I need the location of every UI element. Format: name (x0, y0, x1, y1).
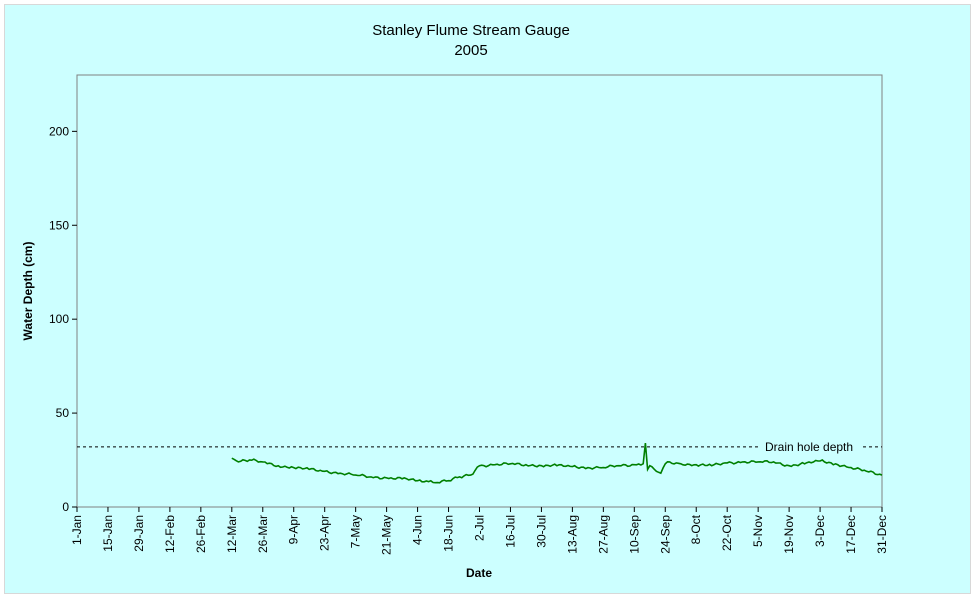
chart-title: Stanley Flume Stream Gauge (372, 22, 570, 39)
x-tick-label: 17-Dec (844, 515, 858, 554)
x-tick-label: 26-Mar (256, 515, 270, 553)
x-tick-label: 12-Mar (225, 515, 239, 553)
water-depth-series (231, 443, 883, 484)
x-tick-label: 16-Jul (503, 515, 517, 548)
y-tick-label: 50 (56, 406, 70, 420)
x-tick-label: 1-Jan (70, 515, 84, 545)
y-tick-label: 200 (49, 124, 69, 138)
x-axis: 1-Jan 15-Jan 29-Jan 12-Feb 26-Feb 12-Mar 26-Ma… (70, 507, 889, 555)
x-tick-label: 3-Dec (813, 515, 827, 547)
drain-hole-label: Drain hole depth (765, 440, 853, 454)
x-tick-label: 5-Nov (751, 515, 765, 547)
x-tick-label: 4-Jun (411, 515, 425, 545)
y-tick-label: 100 (49, 312, 69, 326)
x-tick-label: 30-Jul (534, 515, 548, 548)
x-tick-label: 23-Apr (318, 515, 332, 551)
chart-area: Stanley Flume Stream Gauge 2005 0 50 100 15… (4, 4, 971, 594)
x-tick-label: 9-Apr (287, 515, 301, 544)
x-tick-label: 22-Oct (720, 514, 734, 551)
x-tick-label: 21-May (380, 515, 394, 555)
x-tick-label: 13-Aug (565, 515, 579, 554)
chart-svg: Stanley Flume Stream Gauge 2005 0 50 100 15… (21, 22, 889, 580)
x-tick-label: 7-May (349, 515, 363, 548)
drain-hole-label-background (761, 439, 861, 454)
x-tick-label: 26-Feb (194, 515, 208, 553)
x-tick-label: 10-Sep (627, 515, 641, 554)
x-tick-label: 15-Jan (101, 515, 115, 552)
x-tick-label: 31-Dec (875, 515, 889, 554)
chart-subtitle: 2005 (454, 42, 487, 59)
x-tick-label: 18-Jun (442, 515, 456, 552)
x-tick-label: 12-Feb (163, 515, 177, 553)
x-axis-label: Date (466, 566, 492, 580)
x-tick-label: 19-Nov (782, 515, 796, 554)
y-axis-label: Water Depth (cm) (21, 242, 35, 341)
x-tick-label: 2-Jul (473, 515, 487, 541)
y-axis: 0 50 100 150 200 (49, 124, 77, 514)
y-tick-label: 150 (49, 218, 69, 232)
x-tick-label: 8-Oct (689, 514, 703, 544)
x-tick-label: 24-Sep (658, 515, 672, 554)
y-tick-label: 0 (62, 500, 69, 514)
x-tick-label: 27-Aug (596, 515, 610, 554)
x-tick-label: 29-Jan (132, 515, 146, 552)
plot-area (76, 74, 883, 508)
